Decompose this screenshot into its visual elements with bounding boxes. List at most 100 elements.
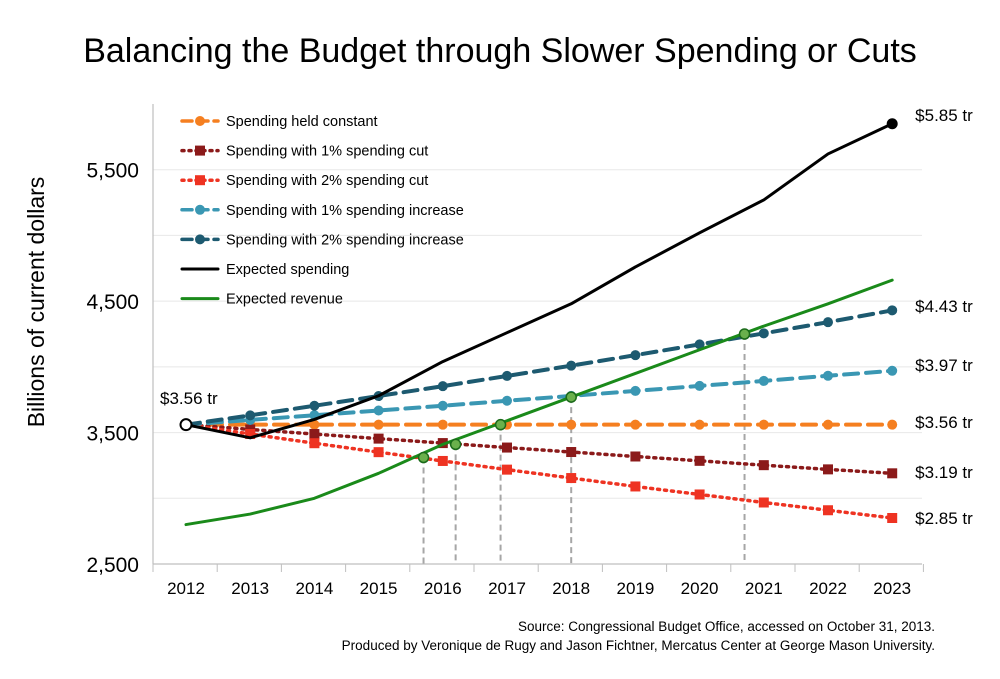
source-line-2: Produced by Veronique de Rugy and Jason … [342, 638, 935, 653]
x-tick-label: 2020 [681, 579, 719, 598]
data-point [502, 464, 512, 475]
legend-item-spending-with-2-spending-cut: Spending with 2% spending cut [180, 173, 428, 189]
y-tick-labels: 2,500 3,500 4,500 5,500 [86, 160, 139, 577]
data-point [309, 419, 320, 430]
data-point [437, 400, 448, 411]
series-spending-with-2-spending-cut [184, 422, 898, 523]
data-point [437, 419, 448, 430]
legend-marker [195, 175, 205, 186]
data-point [694, 419, 705, 430]
end-label: $3.19 tr [915, 463, 973, 482]
legend-marker [195, 234, 205, 245]
x-tick-label: 2012 [167, 579, 205, 598]
data-point [758, 328, 769, 339]
data-point [823, 464, 833, 475]
y-tick-label: 2,500 [86, 554, 139, 577]
data-point [887, 419, 898, 430]
intersection-point [417, 451, 430, 464]
data-point [758, 460, 769, 471]
legend-label: Expected revenue [226, 292, 343, 308]
x-tick-label: 2021 [745, 579, 783, 598]
data-point [694, 455, 705, 466]
intersection-point [565, 391, 577, 403]
data-point [823, 370, 833, 381]
intersection-point [449, 438, 462, 451]
legend: Spending held constant Spending with 1% s… [180, 114, 464, 308]
data-point [437, 381, 448, 392]
data-point [630, 350, 641, 361]
legend-marker [195, 204, 205, 215]
x-tick-labels: 2012 2013 2014 2015 2016 2017 2018 2019 2020 2021… [167, 579, 911, 598]
chart-title: Balancing the Budget through Slower Spen… [83, 32, 917, 70]
legend-item-expected-revenue: Expected revenue [180, 292, 343, 308]
data-point [887, 305, 898, 316]
data-point [373, 419, 384, 430]
data-point [694, 339, 705, 350]
data-point [823, 317, 833, 328]
legend-label: Spending with 2% spending increase [226, 232, 464, 248]
data-point [823, 419, 833, 430]
x-tick-label: 2023 [873, 579, 911, 598]
end-label: $4.43 tr [915, 297, 973, 316]
legend-marker [195, 116, 205, 126]
data-point [309, 438, 320, 449]
data-point [309, 429, 320, 440]
x-tick-label: 2014 [295, 579, 333, 598]
legend-marker [195, 145, 205, 156]
source-line-1: Source: Congressional Budget Office, acc… [518, 619, 935, 634]
series-line-spending-with-1-spending-increase [184, 368, 895, 427]
data-point [566, 360, 577, 371]
data-point [245, 429, 256, 440]
series-line-spending-with-1-spending-cut [184, 422, 894, 476]
axes [152, 104, 924, 572]
data-point [887, 365, 898, 376]
y-tick-label: 4,500 [86, 291, 139, 314]
x-tick-label: 2015 [360, 579, 398, 598]
legend-item-spending-held-constant: Spending held constant [180, 114, 378, 130]
data-point [245, 410, 256, 421]
end-label: $3.97 tr [915, 356, 973, 375]
data-point [630, 385, 641, 396]
y-axis-label: Billions of current dollars [23, 177, 49, 428]
data-point [502, 370, 512, 381]
end-point [886, 118, 898, 130]
legend-label: Expected spending [226, 262, 349, 278]
series-line-spending-with-2-spending-increase [184, 308, 895, 427]
data-point [887, 468, 898, 479]
data-point [373, 447, 384, 458]
gridlines [153, 169, 922, 499]
data-point [566, 419, 577, 430]
x-tick-label: 2016 [424, 579, 462, 598]
x-tick-label: 2017 [488, 579, 526, 598]
data-point [373, 433, 384, 444]
legend-label: Spending with 1% spending cut [226, 144, 428, 160]
series-line-spending-with-2-spending-cut [184, 422, 894, 520]
data-point [630, 451, 641, 462]
start-point [179, 418, 193, 432]
data-point [758, 497, 769, 508]
legend-label: Spending with 2% spending cut [226, 173, 428, 189]
data-point [823, 505, 833, 516]
legend-item-spending-with-1-spending-cut: Spending with 1% spending cut [180, 144, 428, 160]
series-spending-with-1-spending-cut [184, 422, 898, 479]
x-tick-label: 2022 [809, 579, 847, 598]
data-point [309, 400, 320, 411]
legend-item-expected-spending: Expected spending [180, 262, 349, 278]
data-point [630, 419, 641, 430]
start-label: $3.56 tr [160, 389, 218, 408]
y-tick-label: 5,500 [86, 160, 139, 183]
data-point [502, 442, 512, 453]
data-point [566, 447, 577, 458]
legend-label: Spending held constant [226, 114, 378, 130]
x-tick-label: 2019 [616, 579, 654, 598]
legend-label: Spending with 1% spending increase [226, 203, 464, 219]
y-tick-label: 3,500 [86, 423, 139, 446]
series-line-expected-spending [184, 122, 894, 440]
x-tick-label: 2018 [552, 579, 590, 598]
intersection-markers [417, 328, 751, 464]
data-point [373, 405, 384, 416]
data-point [437, 455, 448, 466]
data-point [694, 489, 705, 500]
legend-item-spending-with-1-spending-increase: Spending with 1% spending increase [180, 203, 464, 219]
